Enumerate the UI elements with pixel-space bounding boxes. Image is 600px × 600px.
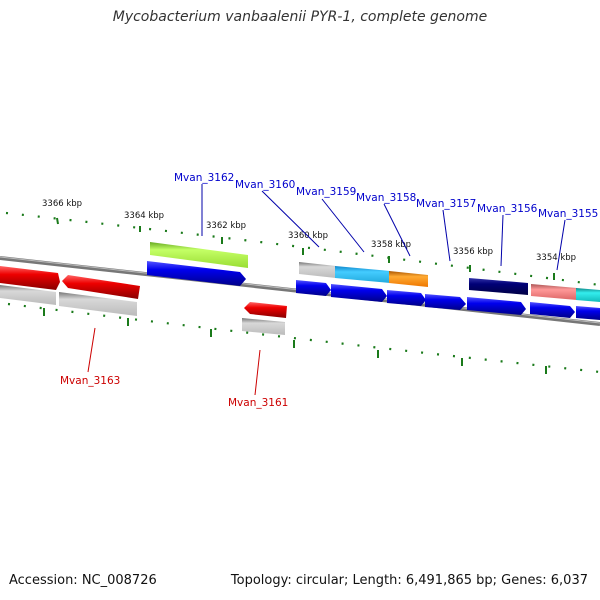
gene-label-mvan-3156[interactable]: Mvan_3156	[477, 203, 538, 215]
gene-label-mvan-3161[interactable]: Mvan_3161	[228, 397, 288, 409]
gene-label-mvan-3158[interactable]: Mvan_3158	[356, 192, 416, 204]
gene-mvan-3162-cds[interactable]	[147, 261, 246, 286]
gene-label-mvan-3155[interactable]: Mvan_3155	[538, 208, 598, 220]
label-leader-lines-reverse	[87, 327, 261, 396]
tick-label-3354: 3354 kbp	[536, 253, 576, 263]
label-leader-lines	[201, 184, 566, 271]
leader-mvan-3159	[321, 198, 365, 253]
gene-label-mvan-3163[interactable]: Mvan_3163	[60, 375, 120, 387]
gene-gray-left-1	[0, 285, 56, 305]
gene-mvan-3158-cds[interactable]	[387, 290, 426, 306]
tick-label-3358: 3358 kbp	[371, 240, 411, 250]
leader-mvan-3160	[261, 190, 320, 248]
gene-mvan-3160-cds[interactable]	[296, 280, 331, 296]
tick-label-3362: 3362 kbp	[206, 221, 246, 231]
gene-mvan-3162-rna[interactable]	[150, 242, 248, 268]
tick-label-3364: 3364 kbp	[124, 211, 164, 221]
gene-mvan-3156-navy[interactable]	[469, 278, 528, 295]
gene-label-mvan-3157[interactable]: Mvan_3157	[416, 198, 476, 210]
gene-label-mvan-3160[interactable]: Mvan_3160	[235, 179, 295, 191]
leader-mvan-3163	[87, 327, 96, 373]
gene-mvan-3155-cyan[interactable]	[576, 288, 600, 302]
gene-mvan-3156-cds[interactable]	[467, 297, 526, 315]
gene-mvan-3163-arrow[interactable]	[0, 266, 60, 290]
leader-mvan-3158	[383, 203, 411, 257]
inner-tick-ring	[7, 302, 600, 374]
gene-mvan-3157-cds[interactable]	[425, 294, 466, 310]
leader-mvan-3156	[500, 214, 504, 267]
tick-label-3356: 3356 kbp	[453, 247, 493, 257]
leader-mvan-3161	[254, 349, 261, 396]
gene-mvan-3160-gray	[299, 262, 336, 278]
accession-label: Accession: NC_008726	[9, 573, 157, 588]
major-tick-3366	[56, 217, 59, 225]
gene-mvan-3155-cds[interactable]	[530, 302, 575, 318]
tick-label-3366: 3366 kbp	[42, 199, 82, 209]
gene-mvan-3159-lightblue[interactable]	[335, 266, 390, 283]
gene-mvan-3155-salmon[interactable]	[531, 284, 577, 300]
gene-label-mvan-3162[interactable]: Mvan_3162	[174, 172, 234, 184]
gene-gray-left-2	[59, 292, 137, 316]
gene-mvan-3161-gray	[242, 318, 285, 335]
genome-stats: Topology: circular; Length: 6,491,865 bp…	[230, 573, 588, 588]
gene-mvan-3158-orange[interactable]	[389, 271, 428, 287]
outer-tick-ring	[5, 211, 600, 287]
gene-mvan-3163-overlay[interactable]	[62, 275, 140, 299]
gene-mvan-3159-cds[interactable]	[331, 284, 387, 302]
page-title: Mycobacterium vanbaalenii PYR-1, complet…	[112, 9, 488, 25]
leader-mvan-3157	[442, 209, 451, 262]
leader-mvan-3155	[556, 219, 566, 271]
gene-mvan-3161-cds[interactable]	[244, 302, 287, 318]
gene-label-mvan-3159[interactable]: Mvan_3159	[296, 186, 356, 198]
gene-next-cds[interactable]	[576, 306, 600, 320]
